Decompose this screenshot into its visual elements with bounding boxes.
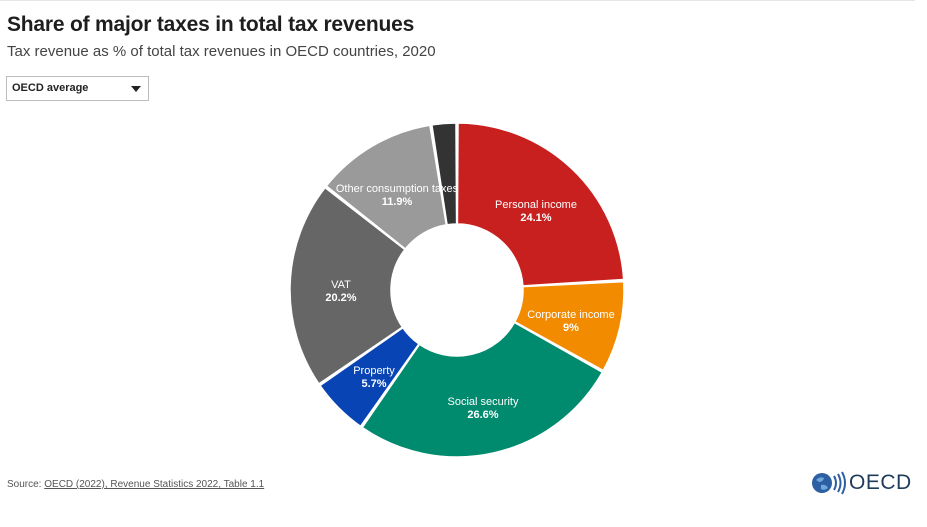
slice-label-corporate-income: Corporate income xyxy=(527,309,614,321)
top-divider xyxy=(0,0,915,1)
donut-slice-property[interactable] xyxy=(319,327,420,428)
chart-title: Share of major taxes in total tax revenu… xyxy=(7,13,415,36)
source-note: Source: OECD (2022), Revenue Statistics … xyxy=(7,479,264,490)
donut-slice-unlabeled[interactable] xyxy=(431,122,458,226)
donut-slice-personal-income[interactable] xyxy=(456,122,625,287)
chart-subtitle: Tax revenue as % of total tax revenues i… xyxy=(7,43,436,60)
slice-value-property: 5.7% xyxy=(361,378,386,390)
oecd-logo: OECD xyxy=(811,470,911,496)
slice-label-property: Property xyxy=(353,365,395,377)
slice-value-social-security: 26.6% xyxy=(467,409,498,421)
slice-value-other-consumption-taxes: 11.9% xyxy=(382,196,413,208)
donut-slice-vat[interactable] xyxy=(289,186,406,385)
slice-value-vat: 20.2% xyxy=(325,292,356,304)
donut-slice-other-consumption-taxes[interactable] xyxy=(325,124,448,250)
donut-slice-corporate-income[interactable] xyxy=(514,280,625,372)
slice-value-corporate-income: 9% xyxy=(563,322,579,334)
donut-slice-social-security[interactable] xyxy=(361,321,604,458)
chevron-down-icon xyxy=(131,86,141,92)
slice-label-social-security: Social security xyxy=(448,396,519,408)
country-dropdown[interactable]: OECD average xyxy=(6,76,149,101)
oecd-logo-text: OECD xyxy=(849,471,912,494)
source-prefix: Source: xyxy=(7,479,45,490)
globe-icon xyxy=(812,471,846,495)
source-link[interactable]: OECD (2022), Revenue Statistics 2022, Ta… xyxy=(44,479,265,490)
slice-label-other-consumption-taxes: Other consumption taxes xyxy=(336,183,459,195)
slice-value-personal-income: 24.1% xyxy=(520,212,551,224)
slice-label-vat: VAT xyxy=(331,279,351,291)
slice-label-personal-income: Personal income xyxy=(495,199,577,211)
dropdown-selected-value: OECD average xyxy=(12,82,89,94)
